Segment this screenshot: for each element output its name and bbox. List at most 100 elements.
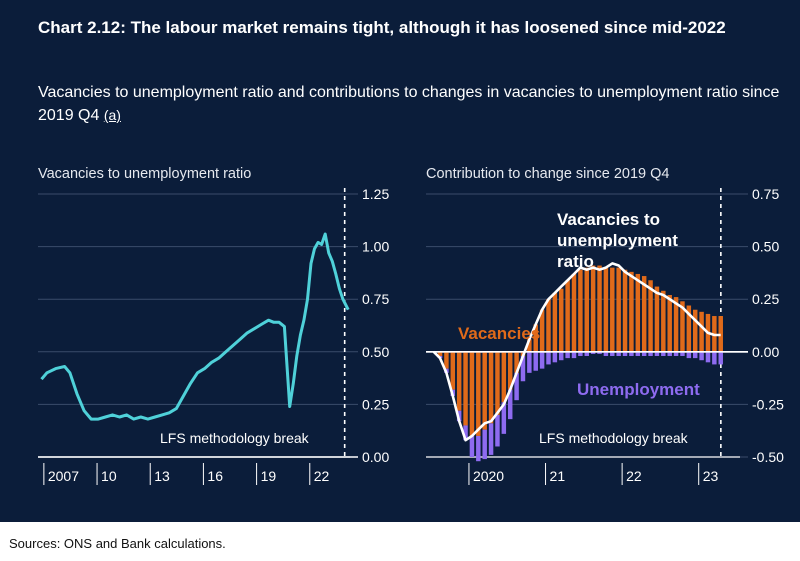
- vacancies-bar: [495, 351, 500, 415]
- left-y-tick-label: 0.00: [362, 449, 389, 465]
- chart-svg: Vacancies to unemployment ratio 0.00 0.25…: [38, 166, 784, 485]
- vacancies-bar: [610, 267, 615, 352]
- left-y-tick-label: 0.50: [362, 344, 389, 360]
- vacancies-bar: [616, 267, 621, 352]
- vacancies-bar: [597, 265, 602, 352]
- vacancies-bar: [463, 351, 468, 426]
- left-x-tick-label: 10: [101, 468, 117, 484]
- vacancies-annotation: Vacancies: [458, 324, 540, 343]
- vacancies-bar: [559, 288, 564, 352]
- vacancies-bar: [444, 351, 449, 369]
- left-x-tick-label: 2007: [48, 468, 79, 484]
- unemployment-bar: [680, 351, 685, 357]
- right-chart: Contribution to change since 2019 Q4 -0.…: [426, 166, 784, 485]
- vacancies-bar: [501, 351, 507, 403]
- chart-title: Chart 2.12: The labour market remains ti…: [38, 18, 726, 37]
- unemployment-bar: [469, 435, 475, 457]
- right-x-tick-label: 21: [550, 468, 566, 484]
- unemployment-bar: [635, 351, 641, 357]
- right-x-tick-label: 2020: [473, 468, 504, 484]
- vacancies-bar: [533, 324, 538, 352]
- vacancies-bar: [603, 267, 609, 352]
- vacancies-bar: [571, 273, 577, 352]
- unemployment-bar: [667, 351, 672, 357]
- vacancies-bar: [476, 351, 481, 436]
- vacancies-bar: [622, 269, 628, 352]
- right-break-annotation: LFS methodology break: [539, 430, 689, 446]
- vacancies-bar: [514, 351, 519, 373]
- footnote-marker[interactable]: (a): [103, 107, 121, 123]
- unemployment-bar: [546, 351, 551, 365]
- unemployment-bar: [610, 351, 615, 357]
- unemployment-bar: [565, 351, 570, 359]
- right-y-tick-label: 0.50: [752, 239, 779, 255]
- sources-note: Sources: ONS and Bank calculations.: [9, 536, 226, 551]
- vacancies-bar: [641, 276, 647, 352]
- unemployment-bar: [641, 351, 647, 357]
- vacancies-bar: [654, 286, 660, 352]
- unemployment-bar: [533, 351, 538, 371]
- vacancies-bar: [469, 351, 475, 436]
- chart-subtitle: Vacancies to unemployment ratio and cont…: [38, 81, 783, 127]
- unemployment-bar: [686, 351, 692, 359]
- vacancies-bar: [584, 267, 590, 352]
- vacancies-bar: [699, 311, 704, 352]
- left-y-tick-label: 1.25: [362, 186, 389, 202]
- vacancies-bar: [590, 265, 596, 352]
- unemployment-bar: [514, 372, 519, 401]
- unemployment-bar: [622, 351, 628, 357]
- left-y-tick-label: 0.25: [362, 396, 389, 412]
- vacancies-bar: [629, 271, 634, 352]
- left-break-annotation: LFS methodology break: [160, 430, 310, 446]
- right-y-tick-label: 0.25: [752, 291, 779, 307]
- vacancies-bar: [437, 351, 443, 357]
- vacancies-bar: [680, 301, 685, 352]
- left-y-tick-label: 1.00: [362, 239, 389, 255]
- unemployment-bar: [488, 423, 494, 455]
- left-y-tick-label: 0.75: [362, 291, 389, 307]
- unemployment-bar: [578, 351, 583, 357]
- unemployment-bar: [661, 351, 666, 357]
- unemployment-bar: [616, 351, 621, 357]
- left-x-tick-label: 22: [314, 468, 330, 484]
- vacancies-bar: [488, 351, 494, 424]
- unemployment-bar: [571, 351, 577, 359]
- unemployment-bar: [552, 351, 558, 363]
- unemployment-bar: [705, 351, 711, 363]
- unemployment-bar: [559, 351, 564, 361]
- vacancies-bar: [482, 351, 487, 430]
- unemployment-bar: [495, 414, 500, 447]
- chart-panel: [0, 0, 800, 522]
- unemployment-bar: [654, 351, 660, 357]
- unemployment-bar: [520, 356, 526, 382]
- right-y-tick-label: 0.00: [752, 344, 779, 360]
- unemployment-bar: [673, 351, 679, 357]
- vacancies-bar: [527, 339, 532, 352]
- unemployment-bar: [501, 402, 507, 434]
- unemployment-bar: [539, 351, 545, 369]
- left-chart: Vacancies to unemployment ratio 0.00 0.25…: [38, 166, 389, 485]
- unemployment-bar: [648, 351, 653, 357]
- vacancies-bar: [578, 269, 583, 352]
- vacancies-bar: [635, 273, 641, 352]
- unemployment-bar: [699, 351, 704, 361]
- unemployment-bar: [718, 351, 723, 365]
- vacancies-bar: [692, 309, 698, 352]
- unemployment-bar: [597, 351, 602, 354]
- unemployment-bar: [590, 351, 596, 354]
- unemployment-bar: [482, 429, 487, 460]
- left-x-tick-label: 13: [154, 468, 170, 484]
- right-x-tick-label: 22: [626, 468, 642, 484]
- vacancies-bar: [661, 290, 666, 352]
- right-y-tick-label: 0.75: [752, 186, 779, 202]
- unemployment-bar: [507, 389, 513, 420]
- vacancies-bar: [552, 292, 558, 352]
- right-y-tick-label: -0.50: [752, 449, 784, 465]
- unemployment-bar: [603, 351, 609, 357]
- vacancies-ratio-line: [40, 232, 350, 421]
- unemployment-bar: [584, 351, 590, 357]
- vacancies-bar: [450, 351, 456, 390]
- ratio-annotation-line: ratio: [557, 252, 594, 271]
- vacancies-bar: [686, 305, 692, 352]
- left-panel-label: Vacancies to unemployment ratio: [38, 166, 251, 182]
